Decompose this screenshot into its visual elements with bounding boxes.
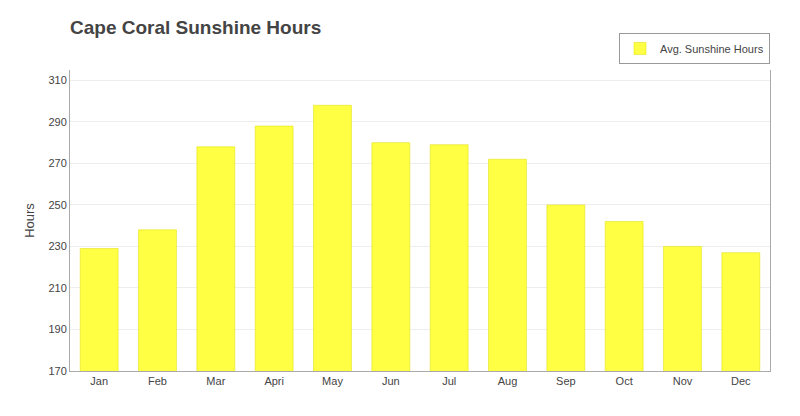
svg-text:Dec: Dec [731,375,751,387]
svg-text:190: 190 [48,323,66,335]
svg-text:Avg. Sunshine Hours: Avg. Sunshine Hours [660,43,764,55]
svg-text:Sep: Sep [556,375,576,387]
svg-text:230: 230 [48,240,66,252]
svg-text:Apri: Apri [264,375,284,387]
svg-text:Aug: Aug [498,375,518,387]
svg-text:Jul: Jul [442,375,456,387]
svg-text:Oct: Oct [616,375,633,387]
svg-text:290: 290 [48,116,66,128]
svg-text:170: 170 [48,365,66,377]
svg-text:Mar: Mar [206,375,225,387]
svg-text:Jun: Jun [382,375,400,387]
svg-text:310: 310 [48,74,66,86]
svg-text:270: 270 [48,157,66,169]
svg-text:Cape Coral Sunshine Hours: Cape Coral Sunshine Hours [70,17,321,38]
svg-text:Jan: Jan [90,375,108,387]
svg-text:210: 210 [48,282,66,294]
svg-text:Nov: Nov [673,375,693,387]
svg-text:May: May [322,375,343,387]
svg-text:Hours: Hours [22,203,37,238]
svg-text:Feb: Feb [148,375,167,387]
svg-text:250: 250 [48,199,66,211]
